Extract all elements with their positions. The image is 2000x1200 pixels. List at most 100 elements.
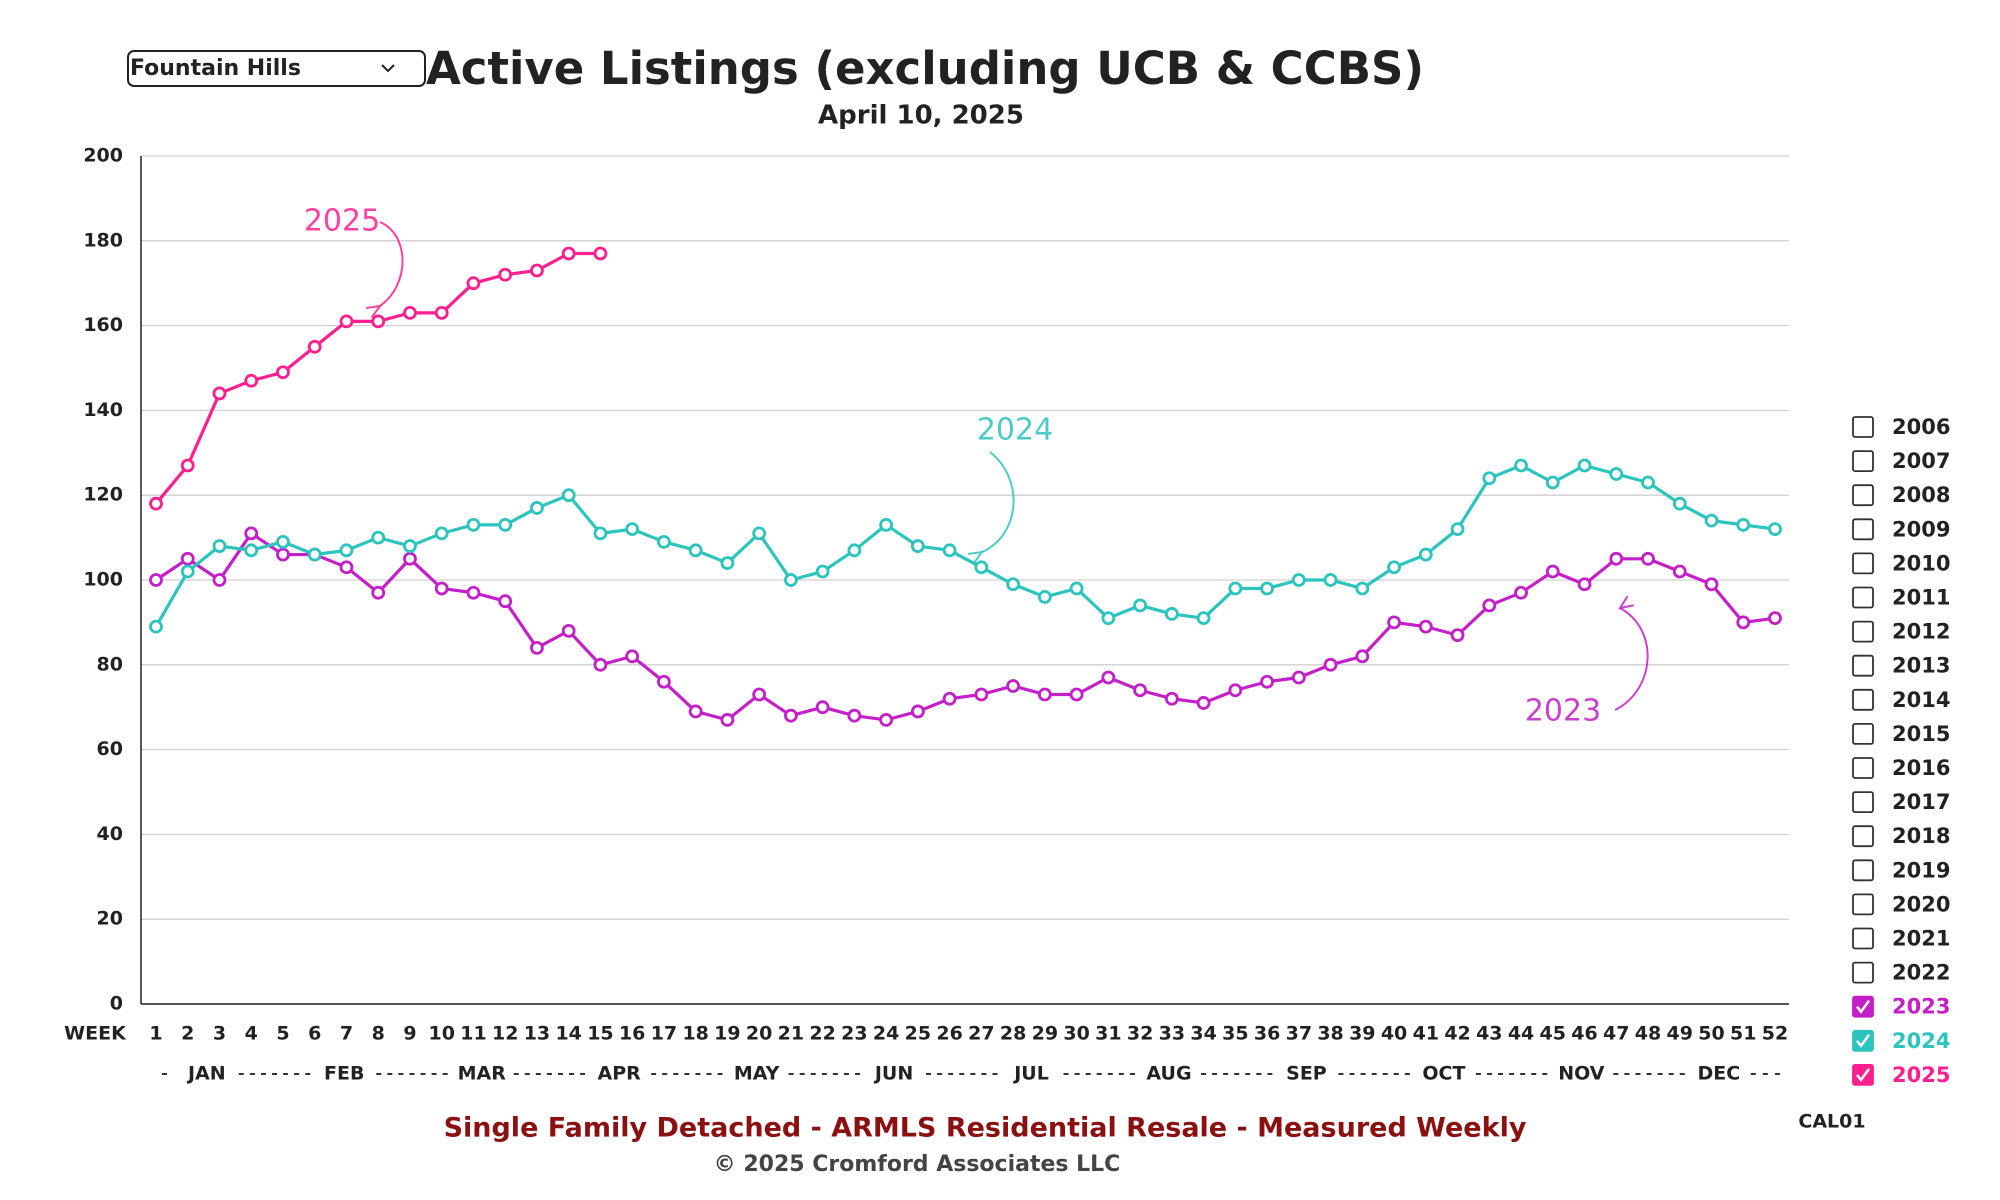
legend-label[interactable]: 2024 [1892, 1029, 1950, 1053]
data-point [530, 640, 544, 655]
checkbox[interactable] [1852, 620, 1874, 643]
checkbox[interactable] [1852, 450, 1874, 473]
data-point [466, 585, 481, 600]
checkbox[interactable] [1852, 893, 1874, 916]
checkbox[interactable] [1852, 416, 1874, 438]
checkbox[interactable] [1852, 757, 1874, 779]
x-tick-label: 33 [1159, 1023, 1185, 1045]
legend-item[interactable]: 2016 [1852, 756, 1950, 780]
legend-label[interactable]: 2015 [1892, 722, 1950, 746]
checkbox[interactable] [1852, 586, 1874, 609]
data-point [244, 543, 259, 558]
checkbox[interactable] [1852, 688, 1874, 711]
dropdown-label[interactable]: Fountain Hills [130, 56, 301, 81]
legend-item[interactable]: 2017 [1852, 790, 1950, 814]
checkbox[interactable] [1852, 825, 1874, 848]
x-tick-label: 28 [1000, 1023, 1026, 1045]
legend-item[interactable]: 2010 [1852, 551, 1950, 575]
annotation-arrow [981, 451, 1015, 553]
checkbox[interactable] [1852, 859, 1874, 882]
data-point [910, 539, 925, 553]
legend-item[interactable]: 2006 [1852, 415, 1950, 439]
dropdown-chevron[interactable] [381, 64, 395, 73]
checkbox[interactable] [1852, 723, 1874, 745]
x-tick-label: 47 [1603, 1023, 1629, 1045]
legend-label[interactable]: 2019 [1892, 858, 1950, 882]
month-label: SEP [1286, 1063, 1327, 1085]
legend-label[interactable]: 2022 [1892, 961, 1950, 985]
dropdown[interactable]: Fountain Hills [127, 50, 426, 87]
legend-label[interactable]: 2025 [1892, 1063, 1950, 1087]
legend-label[interactable]: 2012 [1892, 620, 1950, 644]
legend-label[interactable]: 2016 [1892, 756, 1950, 780]
legend-item[interactable]: 2012 [1852, 620, 1950, 644]
checkbox[interactable] [1852, 961, 1874, 984]
data-point [1577, 458, 1592, 473]
checkbox[interactable] [1852, 995, 1874, 1018]
legend-item[interactable]: 2025 [1852, 1063, 1950, 1087]
legend-label[interactable]: 2007 [1892, 449, 1950, 473]
data-point [1291, 573, 1306, 587]
data-point [371, 314, 386, 329]
legend-label[interactable]: 2009 [1892, 517, 1950, 541]
data-point [1736, 517, 1751, 532]
legend-item[interactable]: 2013 [1852, 654, 1950, 678]
legend-label[interactable]: 2010 [1892, 551, 1950, 575]
legend-label[interactable]: 2008 [1892, 483, 1950, 507]
legend-item[interactable]: 2007 [1852, 449, 1950, 473]
legend-item[interactable]: 2024 [1852, 1029, 1950, 1053]
legend-label[interactable]: 2021 [1892, 927, 1950, 951]
checkbox[interactable] [1852, 1029, 1874, 1052]
legend-label[interactable]: 2023 [1892, 995, 1950, 1019]
checkbox[interactable] [1852, 484, 1874, 507]
data-point [1387, 560, 1401, 575]
legend-label[interactable]: 2014 [1892, 688, 1950, 712]
legend-item[interactable]: 2022 [1852, 961, 1950, 985]
month-label: MAR [458, 1063, 507, 1085]
legend-label[interactable]: 2018 [1892, 824, 1950, 848]
checkbox[interactable] [1852, 1064, 1874, 1086]
data-point [1037, 687, 1052, 702]
legend-label[interactable]: 2006 [1892, 415, 1950, 439]
y-tick-label: 200 [83, 145, 123, 167]
data-point [1228, 683, 1243, 698]
x-tick-label: 15 [587, 1023, 613, 1045]
legend-item[interactable]: 2009 [1852, 517, 1950, 541]
legend-label[interactable]: 2013 [1892, 654, 1950, 678]
legend-item[interactable]: 2023 [1852, 995, 1950, 1019]
data-point [720, 556, 735, 570]
y-tick-label: 180 [83, 229, 123, 251]
checkbox[interactable] [1852, 791, 1874, 813]
chart-title: Active Listings (excluding UCB & CCBS) [426, 42, 1424, 95]
legend-item[interactable]: 2021 [1852, 927, 1950, 951]
data-point [434, 305, 449, 320]
legend-item[interactable]: 2015 [1852, 722, 1950, 746]
legend-item[interactable]: 2019 [1852, 858, 1950, 882]
data-point [1037, 590, 1052, 604]
x-tick-label: 1 [149, 1023, 162, 1045]
x-tick-label: 51 [1730, 1023, 1756, 1045]
data-point [561, 246, 576, 261]
checkbox[interactable] [1852, 654, 1874, 677]
data-point [688, 704, 703, 719]
checkbox[interactable] [1852, 927, 1874, 950]
legend-item[interactable]: 2020 [1852, 892, 1950, 916]
dropdown-box[interactable] [127, 50, 426, 87]
legend-label[interactable]: 2020 [1892, 892, 1950, 916]
checkbox[interactable] [1852, 552, 1874, 575]
legend-label[interactable]: 2011 [1892, 586, 1950, 610]
checkmark[interactable] [1856, 1068, 1871, 1082]
data-point [180, 551, 195, 566]
legend-label[interactable]: 2017 [1892, 790, 1950, 814]
data-point [434, 526, 449, 541]
data-point [403, 551, 417, 566]
data-point [974, 687, 989, 702]
legend-item[interactable]: 2008 [1852, 483, 1950, 507]
checkbox[interactable] [1852, 518, 1874, 541]
legend-item[interactable]: 2011 [1852, 586, 1950, 610]
legend-item[interactable]: 2018 [1852, 824, 1950, 848]
checkmark[interactable] [1856, 1034, 1871, 1048]
checkmark[interactable] [1856, 999, 1871, 1014]
data-point [1450, 628, 1465, 643]
legend-item[interactable]: 2014 [1852, 688, 1950, 712]
